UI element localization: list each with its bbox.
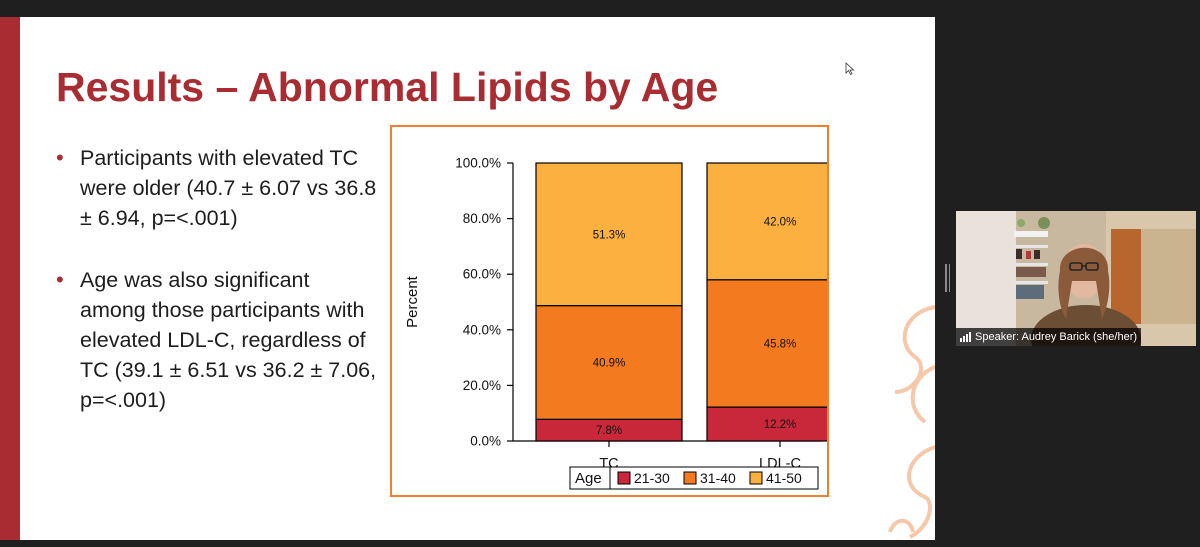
bar-segment (706, 162, 827, 281)
legend-title: Age (575, 470, 602, 487)
bullet-marker: • (56, 145, 64, 170)
data-label: 7.8% (596, 425, 622, 437)
y-tick-label: 100.0% (455, 156, 501, 171)
slide-title: Results – Abnormal Lipids by Age (56, 64, 719, 110)
data-label: 42.0% (764, 216, 797, 228)
bar-segment (706, 279, 827, 408)
bar-segment (535, 162, 683, 307)
slide-accent-bar (0, 17, 20, 540)
legend-item-label: 31-40 (700, 470, 736, 486)
legend-swatch (749, 471, 763, 485)
legend-item-label: 41-50 (766, 470, 802, 486)
decorative-swirl-graphic (888, 305, 935, 539)
speaker-video-tile[interactable]: Speaker: Audrey Barick (she/her) (956, 211, 1196, 346)
y-tick-label: 80.0% (463, 211, 501, 226)
video-panel-resize-handle[interactable] (945, 264, 951, 292)
speaker-name-label: Speaker: Audrey Barick (she/her) (956, 328, 1142, 346)
bullet-point: • Age was also significant among those p… (56, 265, 380, 415)
speaker-video-feed (956, 211, 1196, 346)
chart-frame: 0.0% 20.0% 40.0% 60.0% 80.0% 100.0% Percent 7.8… (390, 125, 829, 497)
data-label: 40.9% (593, 357, 626, 369)
signal-bars-icon (960, 332, 971, 342)
y-tick-label: 20.0% (463, 378, 501, 393)
bullet-marker: • (56, 267, 64, 292)
legend-swatch (617, 471, 631, 485)
bullet-text: Age was also significant among those par… (80, 268, 377, 412)
bar-segment (535, 305, 683, 420)
y-tick-label: 40.0% (463, 322, 501, 337)
shared-slide: Results – Abnormal Lipids by Age • Parti… (0, 17, 935, 540)
legend-item-label: 21-30 (634, 470, 670, 486)
data-label: 51.3% (593, 229, 626, 241)
y-axis-label: Percent (404, 275, 421, 328)
bullet-text: Participants with elevated TC were older… (80, 146, 377, 230)
y-tick-label: 0.0% (470, 434, 501, 449)
speaker-name-text: Speaker: Audrey Barick (she/her) (975, 331, 1138, 343)
bullet-point: • Participants with elevated TC were old… (56, 143, 380, 233)
y-tick-label: 60.0% (463, 267, 501, 282)
data-label: 45.8% (764, 338, 797, 350)
legend-swatch (683, 471, 697, 485)
mouse-pointer-icon (845, 62, 855, 76)
data-label: 12.2% (764, 419, 797, 431)
stacked-bar-chart: 0.0% 20.0% 40.0% 60.0% 80.0% 100.0% Percent 7.8… (404, 156, 827, 490)
